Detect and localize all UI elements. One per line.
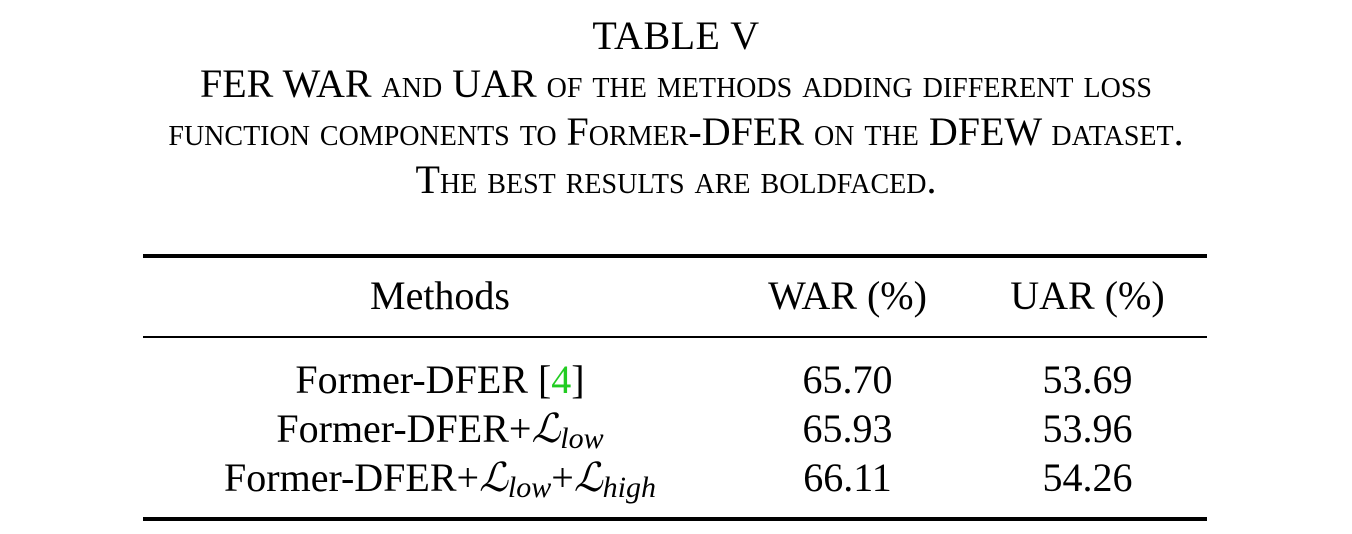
caption-line-1: FER WAR and UAR of the methods adding di…: [200, 61, 1152, 106]
citation-close: ]: [571, 357, 585, 402]
table-row-3-uar: 54.26: [1042, 455, 1133, 500]
header-uar: UAR (%): [1010, 273, 1165, 318]
citation-open: [: [537, 357, 552, 402]
table-row-2-uar: 53.96: [1042, 406, 1133, 451]
loss-subscript-1: low: [507, 471, 552, 504]
loss-symbol-2: ℒ: [573, 455, 603, 501]
table-bottom-rule: [143, 517, 1207, 521]
table-row-2-method: Former-DFER+ℒlow: [150, 405, 730, 463]
header-methods: Methods: [370, 273, 510, 318]
loss-symbol-1: ℒ: [479, 455, 508, 501]
table-header-rule: [143, 336, 1207, 338]
loss-subscript: low: [560, 422, 604, 455]
table-row-1-uar: 53.69: [1042, 357, 1133, 402]
table-top-rule: [143, 254, 1207, 258]
table-caption: TABLE V FER WAR and UAR of the methods a…: [0, 12, 1352, 204]
caption-line-2: function components to Former-DFER on th…: [168, 109, 1184, 154]
table-row-3-war: 66.11: [803, 455, 892, 500]
caption-line-3: The best results are boldfaced.: [415, 157, 937, 202]
citation-link[interactable]: 4: [551, 357, 572, 402]
plus-sign: +: [551, 455, 574, 500]
header-war: WAR (%): [768, 273, 927, 318]
method-name: Former-DFER+: [276, 406, 532, 451]
loss-subscript-2: high: [602, 471, 656, 504]
table-label: TABLE V: [592, 13, 760, 58]
table-row-1-method: Former-DFER [4]: [150, 356, 730, 404]
method-name: Former-DFER: [295, 357, 528, 402]
loss-symbol: ℒ: [531, 406, 561, 452]
table-row-2-war: 65.93: [802, 406, 893, 451]
table-row-3-method: Former-DFER+ℒlow+ℒhigh: [150, 454, 730, 512]
table-row-1-war: 65.70: [802, 357, 893, 402]
method-name: Former-DFER+: [224, 455, 480, 500]
